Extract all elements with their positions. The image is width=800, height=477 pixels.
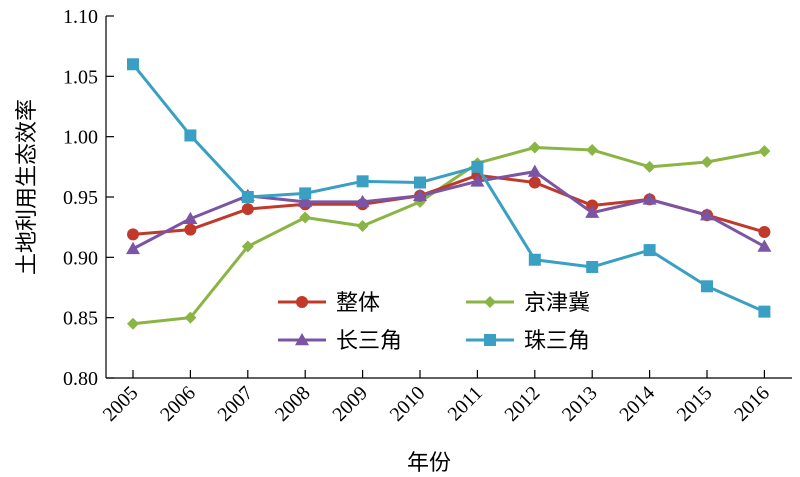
series-line: [131, 63, 766, 314]
data-point: [184, 223, 197, 236]
legend-label: 珠三角: [524, 329, 590, 354]
y-tick-label: 0.90: [63, 247, 98, 269]
x-tick-label: 2008: [271, 382, 315, 426]
y-tick-label: 0.95: [63, 187, 98, 209]
x-tick-label: 2010: [386, 382, 430, 426]
data-point: [528, 141, 541, 154]
data-point: [758, 305, 771, 318]
series-group: [126, 58, 772, 330]
data-point: [642, 192, 657, 205]
data-point: [700, 208, 714, 221]
series-2: [127, 141, 771, 330]
x-tick-label: 2011: [444, 382, 487, 425]
data-point: [356, 175, 369, 188]
data-point: [586, 199, 599, 212]
data-point: [413, 188, 427, 202]
legend-entry: 京津冀: [466, 291, 590, 316]
data-point: [758, 225, 771, 238]
y-axis-title: 土地利用生态效率: [15, 99, 40, 275]
data-point: [414, 176, 426, 189]
data-point: [643, 244, 656, 257]
x-tick-label: 2012: [500, 382, 544, 426]
data-point: [127, 58, 139, 71]
y-tick-label: 0.85: [63, 308, 98, 330]
data-point: [528, 176, 541, 189]
data-point: [470, 174, 485, 187]
data-point: [701, 280, 713, 293]
series-line: [132, 170, 766, 251]
series-3: [126, 164, 772, 255]
x-axis-title: 年份: [407, 451, 451, 476]
data-point: [184, 129, 197, 142]
data-point: [241, 240, 254, 253]
x-tick-label: 2013: [558, 382, 602, 426]
legend-entry: 整体: [278, 291, 380, 316]
data-point: [356, 219, 369, 232]
x-tick-label: 2014: [615, 382, 659, 426]
legend-entry: 珠三角: [466, 329, 590, 354]
y-tick-label: 1.10: [63, 6, 98, 28]
x-tick-label: 2015: [673, 382, 717, 426]
data-point: [585, 205, 600, 218]
series-4: [127, 58, 771, 318]
data-point: [298, 194, 313, 208]
data-point: [528, 253, 541, 266]
x-tick-label: 2016: [730, 382, 774, 426]
data-point: [127, 317, 139, 330]
data-point: [643, 160, 656, 173]
data-point: [757, 239, 772, 252]
legend-label: 长三角: [336, 329, 402, 354]
data-point: [184, 311, 197, 324]
data-point: [586, 260, 599, 273]
data-point: [299, 187, 312, 200]
legend-label: 京津冀: [524, 291, 590, 316]
data-point: [127, 228, 139, 241]
data-point: [527, 164, 542, 177]
legend-marker: [484, 334, 496, 346]
data-point: [126, 241, 140, 255]
y-tick-label: 0.80: [63, 368, 98, 390]
legend-marker: [296, 296, 308, 308]
x-tick-label: 2007: [213, 382, 257, 426]
axes: 0.80 0.85 0.90 0.95 1.00 1.05 1.10 2005 2006 2007…: [63, 6, 792, 426]
y-tick-label: 1.00: [63, 127, 98, 149]
x-tick-label: 2009: [328, 382, 372, 426]
legend-label: 整体: [336, 291, 380, 316]
data-point: [241, 203, 254, 216]
data-point: [299, 211, 312, 224]
data-point: [241, 191, 254, 203]
x-tick-label: 2005: [99, 382, 143, 426]
legend-entry: 长三角: [278, 329, 402, 354]
series-line: [132, 146, 765, 326]
legend-marker: [484, 296, 496, 308]
legend-marker: [295, 333, 309, 346]
data-point: [758, 145, 771, 158]
data-point: [701, 156, 713, 169]
data-point: [586, 143, 599, 156]
y-tick-label: 1.05: [63, 66, 98, 88]
data-point: [471, 160, 484, 173]
data-point: [355, 194, 370, 208]
data-point: [183, 211, 198, 224]
x-tick-label: 2006: [156, 382, 200, 426]
